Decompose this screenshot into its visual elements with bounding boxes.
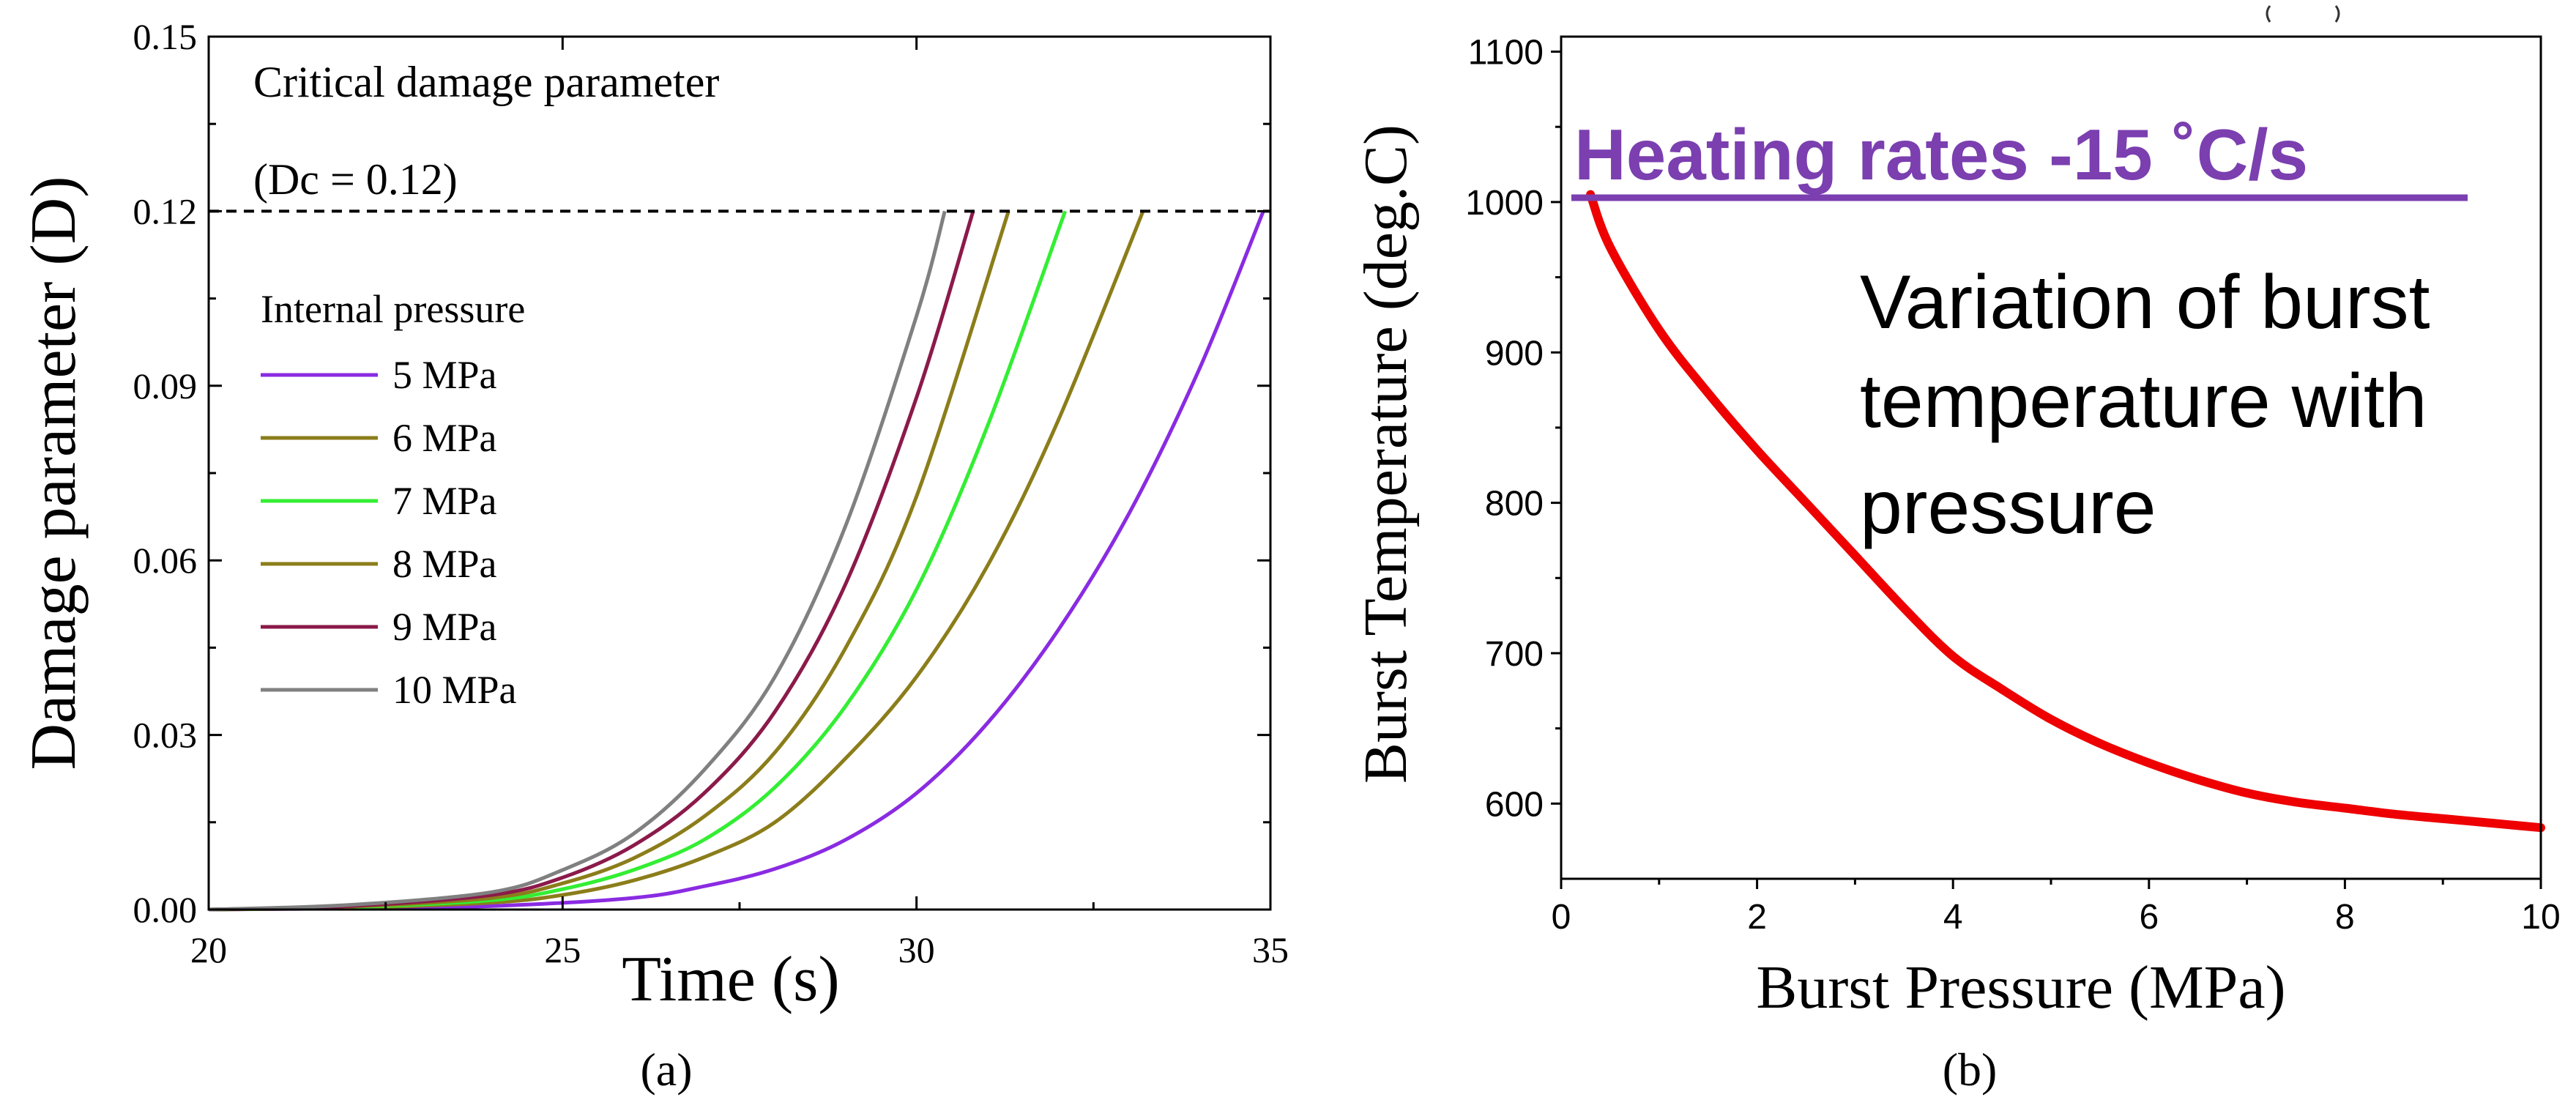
cropped-glyph-fragment xyxy=(2266,5,2340,23)
panel-b-x-tick-label: 4 xyxy=(1943,898,1963,937)
panel-b: 0 2 4 6 8 10 600 700 800 900 1000 1100 Heating rate… xyxy=(1352,5,2561,1096)
legend: 5 MPa 6 MPa 7 MPa 8 MPa 9 MPa 10 MPa xyxy=(261,353,517,712)
panel-b-y-tick-label: 700 xyxy=(1485,635,1544,674)
panel-a-x-tick-label: 30 xyxy=(898,929,935,970)
critical-annotation-line2: (Dc = 0.12) xyxy=(253,155,458,204)
panel-b-x-tick-label: 6 xyxy=(2139,898,2159,937)
legend-label: 5 MPa xyxy=(392,353,497,397)
panel-b-label: (b) xyxy=(1943,1044,1998,1096)
legend-label: 6 MPa xyxy=(392,416,497,460)
panel-a-x-tick-label: 35 xyxy=(1252,929,1289,970)
panel-a-label: (a) xyxy=(640,1044,692,1096)
panel-a-y-tick-label: 0.12 xyxy=(133,190,198,231)
panel-b-x-tick-label: 8 xyxy=(2335,898,2355,937)
panel-b-x-tick-label: 2 xyxy=(1747,898,1767,937)
panel-a-y-tick-label: 0.00 xyxy=(133,889,198,930)
variation-annotation-line3: pressure xyxy=(1860,465,2156,550)
panel-a-y-tick-label: 0.15 xyxy=(133,16,198,57)
panel-b-x-tick-label: 10 xyxy=(2521,898,2560,937)
panel-a: 20 25 30 35 0.00 0.03 0.06 0.09 0.12 0.15 Critica… xyxy=(18,16,1289,1096)
panel-b-x-axis-label: Burst Pressure (MPa) xyxy=(1756,953,2285,1022)
panel-a-y-tick-label: 0.03 xyxy=(133,715,198,756)
series-line-10-mpa xyxy=(208,210,947,912)
legend-title: Internal pressure xyxy=(261,287,525,331)
burst-temperature-curve xyxy=(1586,190,2545,833)
panel-a-x-tick-label: 25 xyxy=(544,929,581,970)
panel-a-x-axis-label: Time (s) xyxy=(622,944,839,1015)
variation-annotation-line1: Variation of burst xyxy=(1860,260,2430,345)
panel-b-x-tick-label: 0 xyxy=(1552,898,1571,937)
heating-rate-title: Heating rates -15 ˚C/s xyxy=(1574,114,2308,195)
panel-b-y-tick-label: 1000 xyxy=(1465,184,1544,223)
panel-b-y-tick-label: 900 xyxy=(1485,334,1544,373)
legend-label: 10 MPa xyxy=(392,668,517,712)
panel-a-y-tick-label: 0.09 xyxy=(133,365,198,406)
variation-annotation-line2: temperature with xyxy=(1860,359,2427,444)
critical-annotation-line1: Critical damage parameter xyxy=(253,58,719,106)
legend-label: 9 MPa xyxy=(392,605,497,649)
panel-a-x-tick-label: 20 xyxy=(190,929,227,970)
panel-b-y-tick-label: 1100 xyxy=(1468,34,1544,72)
panel-a-y-tick-label: 0.06 xyxy=(133,540,198,581)
series-line-5-mpa xyxy=(208,210,1265,912)
legend-label: 8 MPa xyxy=(392,542,497,586)
panel-b-y-tick-label: 600 xyxy=(1485,785,1544,824)
legend-label: 7 MPa xyxy=(392,479,497,523)
panel-b-y-tick-label: 800 xyxy=(1485,485,1544,524)
panel-a-y-axis-label: Damage parameter (D) xyxy=(18,176,89,770)
panel-b-y-axis-label: Burst Temperature (deg.C) xyxy=(1352,124,1420,784)
